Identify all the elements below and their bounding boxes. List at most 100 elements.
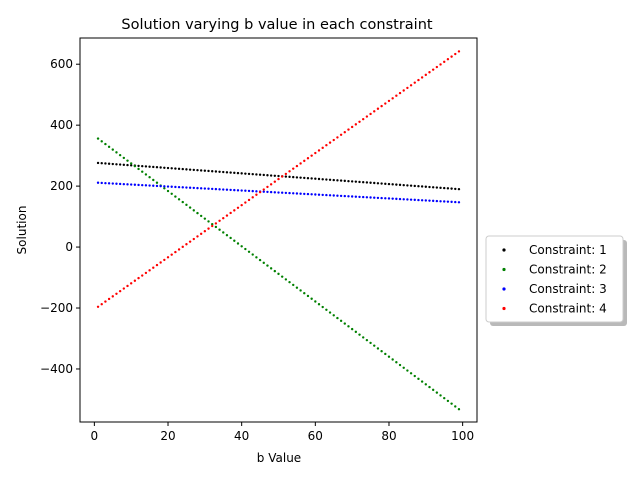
data-point bbox=[225, 234, 229, 237]
data-point bbox=[229, 211, 232, 215]
data-point bbox=[107, 297, 111, 301]
data-point bbox=[328, 178, 332, 182]
data-point bbox=[428, 185, 431, 189]
data-point bbox=[350, 327, 354, 331]
data-point bbox=[104, 181, 107, 185]
data-point bbox=[122, 156, 126, 160]
data-point bbox=[384, 102, 387, 105]
data-point bbox=[387, 99, 391, 103]
data-point bbox=[100, 162, 103, 165]
data-point bbox=[314, 151, 317, 155]
data-point bbox=[181, 245, 184, 249]
data-point bbox=[148, 176, 151, 179]
data-point bbox=[306, 176, 310, 180]
data-point bbox=[236, 242, 240, 245]
data-point bbox=[362, 117, 365, 121]
data-point bbox=[387, 182, 391, 186]
data-point bbox=[358, 333, 361, 336]
data-point bbox=[214, 222, 218, 225]
data-point bbox=[222, 188, 225, 191]
data-point bbox=[273, 180, 277, 183]
data-point bbox=[222, 231, 225, 234]
data-point bbox=[284, 191, 288, 195]
data-point bbox=[137, 276, 140, 280]
data-point bbox=[376, 196, 380, 200]
data-point bbox=[258, 190, 262, 194]
data-point bbox=[325, 178, 328, 181]
data-point bbox=[126, 163, 129, 167]
x-tick-label: 20 bbox=[160, 429, 175, 443]
data-point bbox=[181, 167, 184, 171]
data-point bbox=[321, 193, 324, 197]
data-point bbox=[310, 154, 313, 157]
data-point bbox=[148, 184, 151, 187]
data-point bbox=[373, 344, 376, 347]
data-point bbox=[229, 188, 232, 192]
data-point bbox=[443, 396, 446, 400]
data-point bbox=[236, 189, 240, 192]
data-point bbox=[141, 164, 144, 168]
data-point bbox=[111, 148, 114, 151]
data-point bbox=[454, 52, 457, 56]
data-point bbox=[207, 227, 210, 230]
data-point bbox=[100, 181, 103, 185]
legend: Constraint: 1 Constraint: 2 Constraint: 3 C… bbox=[485, 235, 627, 326]
data-point bbox=[317, 303, 321, 306]
data-point bbox=[233, 239, 236, 242]
data-point bbox=[218, 188, 221, 191]
data-point bbox=[115, 163, 118, 166]
data-point bbox=[373, 181, 376, 185]
data-point bbox=[211, 224, 214, 228]
data-point bbox=[115, 151, 118, 154]
data-point bbox=[185, 243, 188, 246]
data-point bbox=[299, 289, 302, 292]
data-point bbox=[144, 271, 148, 275]
data-point bbox=[152, 266, 155, 269]
data-point bbox=[406, 86, 409, 90]
data-point bbox=[317, 149, 321, 152]
data-point bbox=[148, 269, 151, 272]
data-point bbox=[424, 185, 428, 188]
data-point bbox=[203, 217, 207, 220]
data-point bbox=[454, 187, 457, 191]
data-point bbox=[247, 172, 251, 176]
data-point bbox=[420, 199, 424, 202]
data-point bbox=[376, 107, 380, 110]
data-point bbox=[406, 369, 409, 372]
data-point bbox=[398, 197, 402, 201]
data-point bbox=[277, 272, 280, 276]
data-point bbox=[240, 172, 243, 175]
data-point bbox=[122, 182, 126, 186]
data-point bbox=[292, 175, 295, 179]
data-point bbox=[269, 267, 273, 270]
data-point bbox=[406, 198, 409, 201]
data-point bbox=[207, 187, 210, 190]
data-point bbox=[247, 250, 251, 253]
data-point bbox=[409, 184, 413, 187]
data-point bbox=[417, 185, 420, 188]
data-point bbox=[188, 186, 192, 189]
data-point bbox=[166, 189, 170, 193]
legend-label: Constraint: 3 bbox=[529, 282, 607, 296]
data-point bbox=[163, 185, 166, 188]
data-point bbox=[222, 170, 225, 174]
data-point bbox=[233, 171, 236, 175]
series-constraint-4 bbox=[96, 50, 461, 308]
data-point bbox=[446, 58, 450, 61]
data-point bbox=[163, 187, 166, 190]
series-constraint-2 bbox=[96, 137, 461, 411]
data-point bbox=[409, 198, 413, 201]
data-point bbox=[457, 408, 461, 411]
data-point bbox=[439, 63, 442, 66]
data-point bbox=[317, 193, 321, 196]
data-point bbox=[303, 192, 306, 196]
data-point bbox=[376, 347, 380, 350]
data-point bbox=[236, 171, 240, 175]
data-point bbox=[450, 402, 453, 405]
data-point bbox=[255, 256, 258, 259]
data-point bbox=[96, 305, 100, 308]
legend-marker bbox=[502, 306, 506, 311]
data-point bbox=[137, 167, 140, 171]
chart-title: Solution varying b value in each constra… bbox=[121, 17, 432, 33]
data-point bbox=[350, 180, 354, 183]
